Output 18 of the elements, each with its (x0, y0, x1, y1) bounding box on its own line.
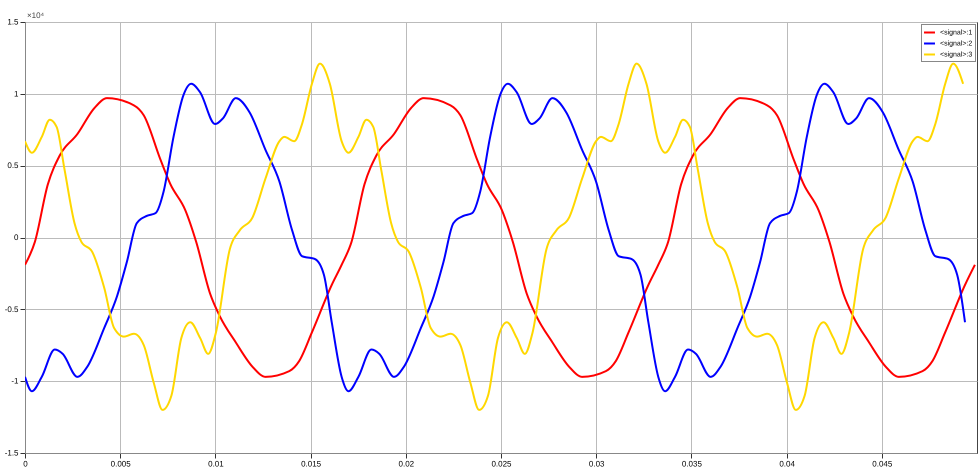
y-tick-label: -0.5 (4, 304, 20, 314)
x-tick-label: 0.035 (682, 460, 702, 468)
x-tick-label: 0.02 (398, 460, 415, 468)
x-tick-label: 0.015 (301, 460, 322, 468)
x-tick-label: 0.045 (872, 460, 893, 468)
y-tick-label: -1 (11, 376, 20, 386)
y-tick-label: -1.5 (4, 448, 20, 458)
x-tick-label: 0.01 (208, 460, 224, 468)
x-tick-label: 0.03 (588, 460, 606, 468)
x-tick-label: 0.005 (110, 460, 132, 468)
y-tick-label: 1 (14, 89, 20, 98)
x-tick-label: 0.04 (779, 460, 796, 468)
x-tick-label: 0.025 (491, 460, 512, 468)
y-tick-label: 0 (14, 233, 20, 242)
y-tick-label: 1.5 (7, 18, 20, 26)
y-tick-label: 0.5 (7, 161, 20, 170)
x-tick-label: 0 (23, 460, 28, 468)
text: ×10⁴ (27, 11, 45, 20)
